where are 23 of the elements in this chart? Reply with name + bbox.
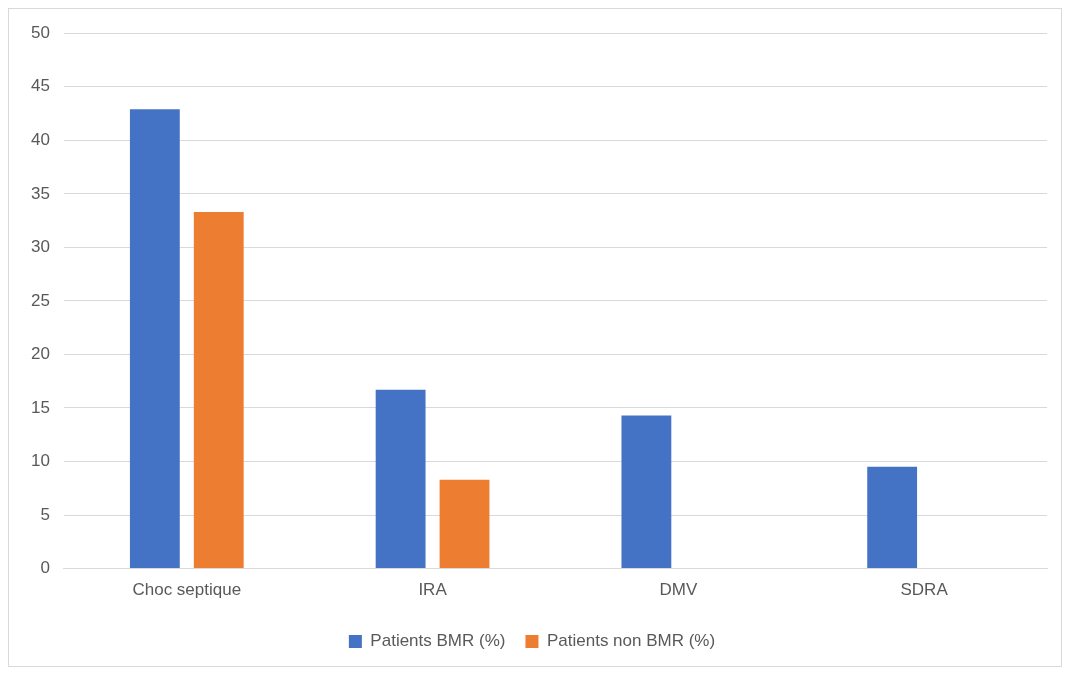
y-tick-label: 30: [30, 237, 50, 257]
x-tick-label: IRA: [418, 580, 448, 600]
bar: [375, 389, 426, 569]
y-tick-label: 5: [40, 504, 50, 524]
bar: [193, 212, 244, 569]
bar: [439, 479, 490, 569]
y-tick-label: 40: [30, 129, 50, 149]
y-tick-label: 50: [30, 22, 50, 42]
y-tick-label: 10: [30, 451, 50, 471]
bar: [129, 109, 180, 569]
legend-label: Patients BMR (%): [370, 631, 506, 651]
x-tick-label: Choc septique: [132, 580, 242, 600]
legend-label: Patients non BMR (%): [546, 631, 716, 651]
y-tick-label: 25: [30, 290, 50, 310]
x-tick-label: DMV: [659, 580, 698, 600]
bar: [621, 415, 672, 569]
bar: [867, 466, 918, 569]
y-tick-label: 15: [30, 397, 50, 417]
y-tick-label: 20: [30, 344, 50, 364]
y-tick-label: 0: [40, 558, 50, 578]
x-tick-label: SDRA: [900, 580, 949, 600]
y-tick-label: 45: [30, 76, 50, 96]
y-tick-label: 35: [30, 183, 50, 203]
